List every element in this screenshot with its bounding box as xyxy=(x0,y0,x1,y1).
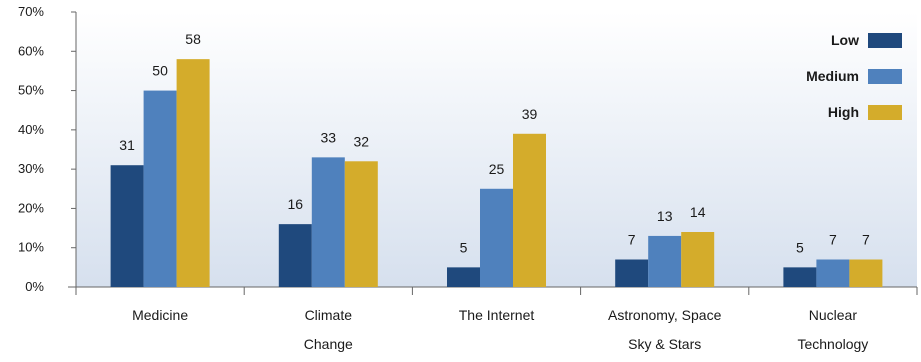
x-axis: Medicine Climate Change The Internet Astrono… xyxy=(68,286,918,352)
x-category-label: The Internet xyxy=(459,307,535,323)
data-label: 5 xyxy=(460,239,468,255)
bar-high xyxy=(849,259,883,287)
x-category-label: Nuclear xyxy=(809,307,858,323)
data-label: 31 xyxy=(119,137,135,153)
data-label: 33 xyxy=(321,129,337,145)
data-label: 7 xyxy=(862,232,870,248)
data-label: 14 xyxy=(690,204,706,220)
y-tick-label: 70% xyxy=(18,4,44,19)
data-label: 7 xyxy=(628,232,636,248)
legend-swatch-high xyxy=(868,105,902,120)
data-label: 50 xyxy=(152,63,168,79)
bar-low xyxy=(110,165,144,287)
x-category-label: Climate xyxy=(305,307,353,323)
data-label: 32 xyxy=(354,133,370,149)
y-tick-label: 50% xyxy=(18,83,44,98)
data-label: 16 xyxy=(288,196,304,212)
x-category-label: Astronomy, Space xyxy=(608,307,722,323)
bar-medium xyxy=(816,259,850,287)
x-category-label: Sky & Stars xyxy=(628,336,701,352)
bar-low xyxy=(783,267,817,287)
legend-label: High xyxy=(828,104,859,120)
legend-label: Low xyxy=(831,32,859,48)
data-label: 7 xyxy=(829,232,837,248)
bar-high xyxy=(513,133,546,287)
bar-high xyxy=(681,232,715,287)
bar-low xyxy=(278,224,312,287)
legend-label: Medium xyxy=(806,68,859,84)
x-category-label: Technology xyxy=(797,336,868,352)
y-tick-label: 30% xyxy=(18,161,44,176)
x-category-label: Medicine xyxy=(132,307,188,323)
legend-swatch-low xyxy=(868,33,902,48)
x-category-label: Change xyxy=(304,336,353,352)
data-label: 25 xyxy=(489,161,505,177)
legend: Low Medium High xyxy=(806,32,902,120)
y-tick-label: 20% xyxy=(18,200,44,215)
data-label: 13 xyxy=(657,208,673,224)
y-axis: 0% 10% 20% 30% 40% 50% 60% 70% xyxy=(18,4,77,294)
data-label: 58 xyxy=(185,31,201,47)
legend-swatch-medium xyxy=(868,69,902,84)
bar-low xyxy=(615,259,649,287)
bar-high xyxy=(344,161,378,287)
bar-medium xyxy=(311,157,345,287)
data-label: 39 xyxy=(522,106,538,122)
bar-series-group xyxy=(110,59,883,288)
bar-medium xyxy=(480,188,513,287)
y-tick-label: 40% xyxy=(18,122,44,137)
bar-medium xyxy=(143,90,177,287)
y-tick-label: 10% xyxy=(18,240,44,255)
bar-low xyxy=(447,267,480,287)
bar-high xyxy=(176,59,210,288)
y-tick-label: 60% xyxy=(18,43,44,58)
data-label: 5 xyxy=(796,239,804,255)
bar-medium xyxy=(648,235,682,287)
data-labels: 31 50 58 16 33 32 5 25 39 7 13 14 5 7 7 xyxy=(119,31,870,255)
y-tick-label: 0% xyxy=(25,279,44,294)
